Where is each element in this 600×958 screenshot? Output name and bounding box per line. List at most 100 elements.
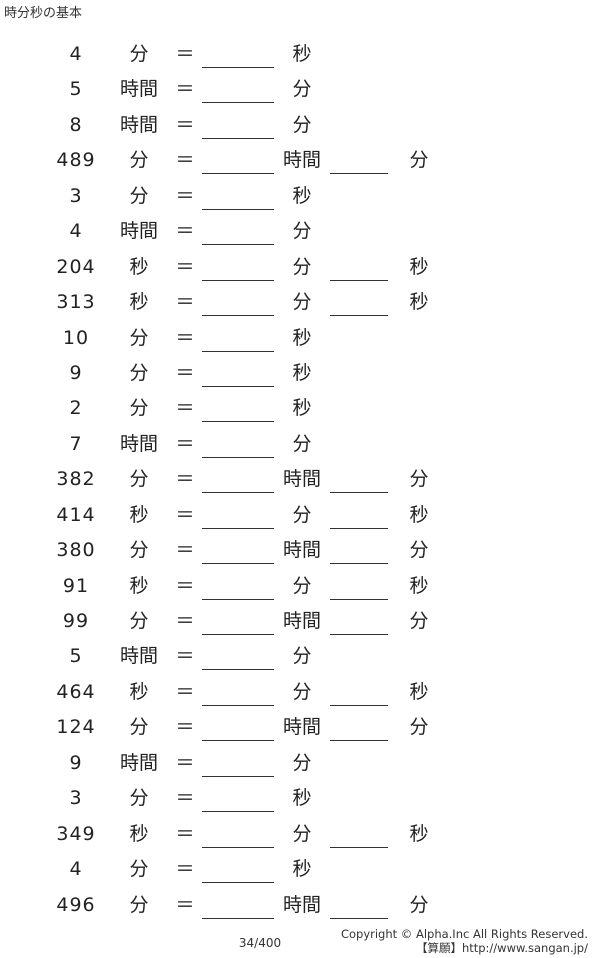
problem-value: 4: [69, 220, 83, 243]
answer-unit: 秒: [292, 787, 312, 810]
problem-row: 91 秒 ＝ 分 秒: [0, 568, 600, 603]
answer-blank-second[interactable]: [330, 254, 388, 281]
problem-value: 464: [56, 680, 96, 703]
answer-unit: 時間: [282, 539, 321, 562]
answer-blank[interactable]: [202, 573, 274, 600]
answer-blank[interactable]: [202, 608, 274, 635]
answer-unit-second: 秒: [409, 574, 429, 597]
answer-blank-second[interactable]: [330, 573, 388, 600]
answer-blank[interactable]: [202, 431, 274, 458]
problem-row: 4 時間 ＝ 分: [0, 213, 600, 248]
answer-unit: 分: [292, 113, 312, 136]
problem-value: 496: [56, 893, 96, 916]
answer-blank[interactable]: [202, 112, 274, 139]
equals-sign: ＝: [175, 574, 195, 597]
answer-unit: 分: [292, 432, 312, 455]
problem-row: 4 分 ＝ 秒: [0, 36, 600, 71]
answer-blank[interactable]: [202, 41, 274, 68]
equals-sign: ＝: [175, 149, 195, 172]
answer-blank[interactable]: [202, 679, 274, 706]
problem-value: 3: [69, 184, 83, 207]
answer-blank[interactable]: [202, 360, 274, 387]
answer-unit-second: 分: [409, 893, 429, 916]
problem-unit: 分: [129, 326, 149, 349]
answer-blank[interactable]: [202, 147, 274, 175]
answer-unit-second: 秒: [409, 680, 429, 703]
answer-unit: 時間: [282, 716, 321, 739]
answer-unit-second: 分: [409, 610, 429, 632]
answer-blank[interactable]: [202, 785, 274, 813]
problem-value: 9: [69, 361, 83, 384]
problem-unit: 分: [129, 184, 149, 207]
answer-unit: 時間: [282, 149, 321, 172]
answer-blank[interactable]: [202, 821, 274, 848]
problem-row: 2 分 ＝ 秒: [0, 390, 600, 425]
problem-unit: 分: [129, 716, 149, 739]
answer-blank-second[interactable]: [330, 147, 388, 175]
problem-unit: 秒: [129, 503, 149, 526]
problem-row: 3 分 ＝ 秒: [0, 178, 600, 213]
answer-blank[interactable]: [202, 856, 274, 884]
answer-unit: 秒: [292, 397, 312, 420]
answer-blank-second[interactable]: [330, 821, 388, 848]
answer-blank[interactable]: [202, 76, 274, 104]
answer-blank[interactable]: [202, 325, 274, 352]
answer-unit: 分: [292, 751, 312, 774]
equals-sign: ＝: [175, 291, 195, 314]
equals-sign: ＝: [175, 468, 195, 491]
answer-blank-second[interactable]: [330, 608, 388, 635]
answer-blank[interactable]: [202, 502, 274, 529]
problem-row: 464 秒 ＝ 分 秒: [0, 674, 600, 709]
problem-row: 382 分 ＝ 時間 分: [0, 461, 600, 496]
answer-blank-second[interactable]: [330, 679, 388, 706]
problem-row: 3 分 ＝ 秒: [0, 780, 600, 815]
problem-unit: 分: [129, 610, 149, 632]
answer-blank[interactable]: [202, 643, 274, 671]
answer-blank-second[interactable]: [330, 892, 388, 919]
answer-unit: 時間: [282, 468, 321, 491]
answer-blank-second[interactable]: [330, 502, 388, 529]
answer-blank[interactable]: [202, 714, 274, 742]
answer-blank-second[interactable]: [330, 466, 388, 494]
problem-unit: 時間: [119, 220, 158, 243]
problem-value: 91: [62, 574, 90, 597]
answer-blank[interactable]: [202, 466, 274, 494]
answer-blank[interactable]: [202, 750, 274, 777]
answer-blank-second[interactable]: [330, 289, 388, 317]
equals-sign: ＝: [175, 184, 195, 207]
answer-blank[interactable]: [202, 395, 274, 423]
answer-unit-second: 秒: [409, 503, 429, 526]
problem-value: 382: [56, 468, 96, 491]
problem-unit: 分: [129, 361, 149, 384]
problem-row: 7 時間 ＝ 分: [0, 426, 600, 461]
answer-blank[interactable]: [202, 537, 274, 565]
answer-blank-second[interactable]: [330, 537, 388, 565]
answer-unit: 分: [292, 680, 312, 703]
problem-value: 349: [56, 822, 96, 845]
problem-value: 3: [69, 787, 83, 810]
answer-unit: 分: [292, 822, 312, 845]
problem-value: 204: [56, 255, 96, 278]
answer-unit-second: 分: [409, 149, 429, 172]
problem-unit: 分: [129, 787, 149, 810]
answer-blank[interactable]: [202, 892, 274, 919]
problem-row: 8 時間 ＝ 分: [0, 107, 600, 142]
problem-value: 5: [69, 78, 83, 101]
problem-row: 496 分 ＝ 時間 分: [0, 887, 600, 922]
problem-value: 5: [69, 645, 83, 668]
equals-sign: ＝: [175, 680, 195, 703]
answer-blank[interactable]: [202, 218, 274, 246]
problem-unit: 分: [129, 539, 149, 562]
problem-value: 414: [56, 503, 96, 526]
answer-blank[interactable]: [202, 289, 274, 317]
problem-row: 349 秒 ＝ 分 秒: [0, 816, 600, 851]
answer-blank[interactable]: [202, 183, 274, 210]
answer-unit-second: 秒: [409, 255, 429, 278]
problem-row: 414 秒 ＝ 分 秒: [0, 497, 600, 532]
copyright-text: Copyright © Alpha.Inc All Rights Reserve…: [340, 927, 588, 941]
problem-row: 5 時間 ＝ 分: [0, 638, 600, 673]
problem-row: 4 分 ＝ 秒: [0, 851, 600, 886]
equals-sign: ＝: [175, 326, 195, 349]
answer-blank-second[interactable]: [330, 714, 388, 742]
answer-blank[interactable]: [202, 254, 274, 281]
